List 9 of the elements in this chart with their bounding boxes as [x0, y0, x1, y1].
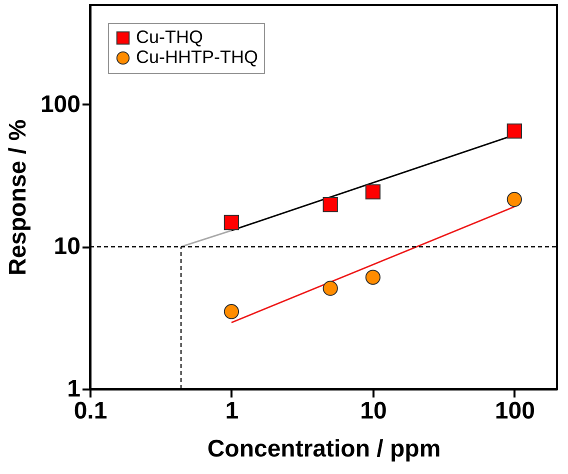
legend-label: Cu-HHTP-THQ: [136, 47, 258, 67]
y-tick-label: 100: [40, 90, 80, 118]
x-tick-label: 10: [360, 398, 387, 424]
x-axis-title: Concentration / ppm: [207, 436, 441, 462]
y-axis-title: Response / %: [4, 119, 32, 276]
x-tick-label: 1: [225, 398, 239, 424]
x-tick-label: 100: [494, 398, 535, 424]
legend-label: Cu-THQ: [136, 27, 203, 47]
y-tick-label: 10: [54, 233, 80, 260]
